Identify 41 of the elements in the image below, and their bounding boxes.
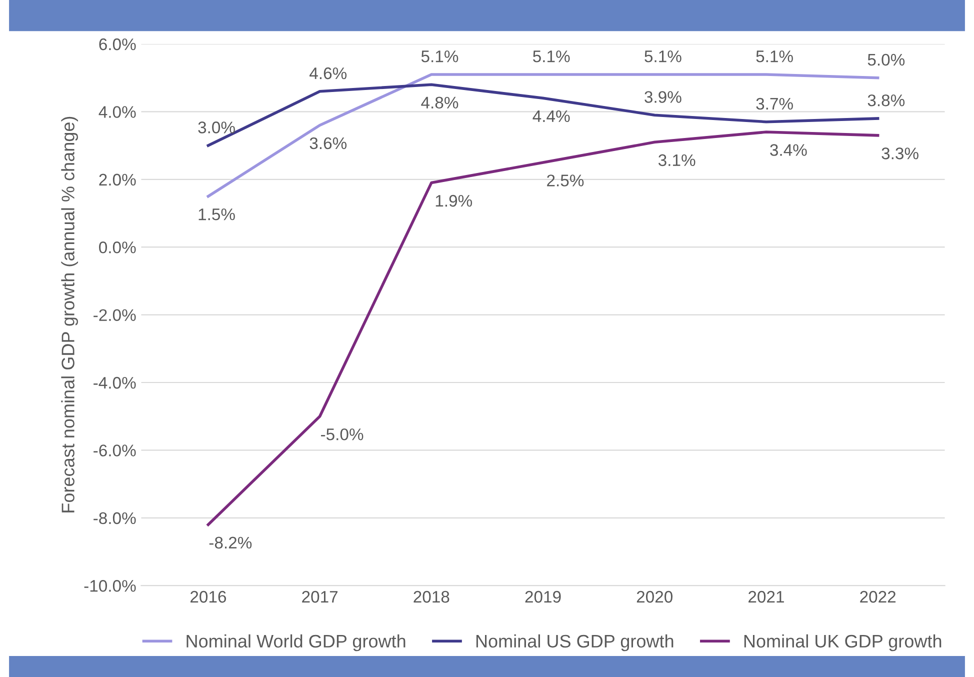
y-tick-label: -4.0%	[94, 376, 136, 389]
y-tick-label: 0.0%	[99, 242, 136, 254]
data-label: 1.5%	[198, 208, 235, 220]
data-label: 5.1%	[756, 50, 793, 62]
y-axis-title: Forecast nominal GDP growth (annual % change)	[61, 116, 78, 512]
data-label: 5.1%	[533, 50, 570, 62]
y-tick-label: -2.0%	[94, 309, 136, 322]
data-label: 5.1%	[421, 50, 458, 62]
y-tick-label: 6.0%	[99, 38, 136, 50]
data-label: 3.0%	[198, 122, 235, 134]
data-label: 4.4%	[532, 110, 570, 122]
data-label: 3.6%	[310, 137, 347, 150]
x-tick-label: 2017	[302, 590, 338, 603]
data-label: -8.2%	[209, 536, 252, 549]
data-label: 3.8%	[868, 94, 905, 106]
data-label: 3.7%	[756, 98, 793, 110]
data-label: 5.0%	[868, 54, 905, 66]
data-label: 3.9%	[644, 91, 682, 103]
data-label: 3.3%	[882, 148, 918, 160]
y-tick-label: 2.0%	[99, 174, 136, 186]
x-tick-label: 2018	[414, 590, 450, 603]
y-tick-label: -10.0%	[84, 580, 136, 592]
x-tick-label: 2022	[860, 590, 896, 603]
x-tick-label: 2021	[748, 590, 784, 603]
x-tick-label: 2016	[190, 590, 226, 603]
y-tick-label: 4.0%	[98, 106, 136, 118]
legend-label: Nominal US GDP growth	[476, 634, 674, 652]
y-tick-label: -8.0%	[94, 512, 136, 524]
legend-label: Nominal UK GDP growth	[744, 634, 942, 652]
data-label: 3.1%	[658, 154, 696, 166]
y-tick-label: -6.0%	[94, 444, 136, 456]
data-label: 4.8%	[421, 96, 458, 109]
data-label: -5.0%	[320, 428, 364, 440]
data-label: 2.5%	[547, 174, 584, 186]
x-tick-label: 2020	[636, 590, 672, 603]
data-label: 3.4%	[770, 144, 807, 156]
x-tick-label: 2019	[525, 590, 561, 603]
data-label: 1.9%	[436, 194, 472, 207]
data-label: 4.6%	[310, 67, 347, 80]
legend-label: Nominal World GDP growth	[186, 634, 406, 652]
data-label: 5.1%	[644, 50, 682, 62]
